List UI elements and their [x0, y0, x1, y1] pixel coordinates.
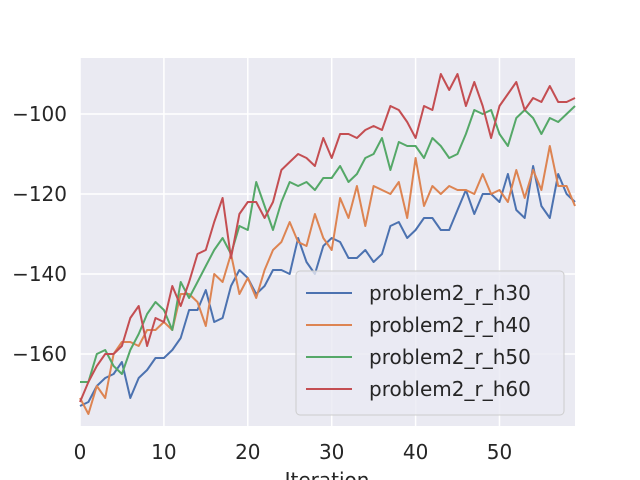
x-tick-label: 20	[235, 440, 260, 464]
legend: problem2_r_h30 problem2_r_h40 problem2_r_h…	[295, 270, 565, 416]
series-line-problem2_r_h40	[79, 145, 576, 415]
x-tick-label: 0	[74, 440, 87, 464]
x-tick-label: 10	[151, 440, 176, 464]
legend-label: problem2_r_h30	[369, 281, 531, 305]
x-tick-label: 40	[403, 440, 428, 464]
x-axis-label: Iteration	[285, 468, 370, 480]
series-line-problem2_r_h50	[80, 105, 576, 383]
series-lines	[79, 73, 576, 415]
y-tick-label: −120	[12, 182, 67, 206]
legend-label: problem2_r_h40	[369, 313, 531, 337]
y-tick-labels: −160 −140 −120 −100	[12, 102, 67, 366]
x-tick-label: 30	[319, 440, 344, 464]
y-tick-label: −140	[12, 262, 67, 286]
legend-box	[295, 270, 565, 416]
series-line-problem2_r_h60	[79, 73, 576, 403]
legend-label: problem2_r_h60	[369, 377, 531, 401]
series-line-problem2_r_h30	[79, 165, 576, 407]
y-tick-label: −160	[12, 342, 67, 366]
x-tick-labels: 0 10 20 30 40 50	[74, 440, 513, 464]
legend-label: problem2_r_h50	[369, 345, 531, 369]
x-tick-label: 50	[487, 440, 512, 464]
y-tick-label: −100	[12, 102, 67, 126]
